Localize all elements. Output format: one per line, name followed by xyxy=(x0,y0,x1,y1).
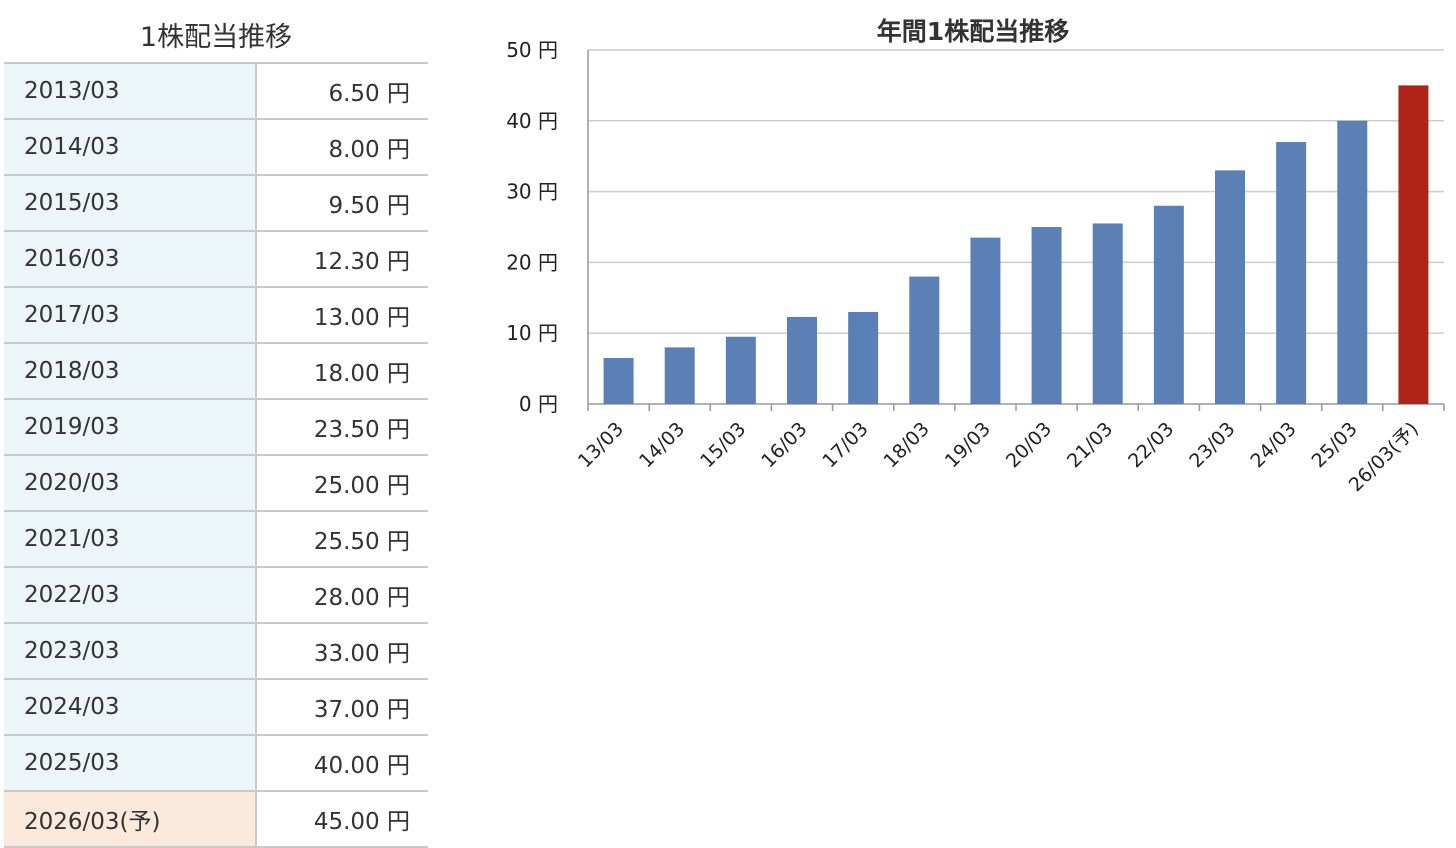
y-tick-label: 0 円 xyxy=(519,392,558,416)
table-row: 2016/03 12.30 円 xyxy=(4,231,428,288)
bar xyxy=(1031,227,1062,404)
table-row: 2022/03 28.00 円 xyxy=(4,567,428,624)
table-cell-dividend: 37.00 円 xyxy=(256,679,428,736)
dividend-bar-chart: 年間1株配当推移 0 円 10 円 20 円 30 円 40 円 50 円 13/03 14… xyxy=(506,17,1445,496)
dividend-table-panel: 1株配当推移 2013/03 6.50 円 2014/03 8.00 円 2015/03… xyxy=(4,10,428,848)
table-row: 2018/03 18.00 円 xyxy=(4,343,428,400)
y-tick-label: 20 円 xyxy=(506,250,558,274)
table-cell-dividend: 8.00 円 xyxy=(256,119,428,176)
table-row: 2017/03 13.00 円 xyxy=(4,287,428,344)
table-cell-year: 2019/03 xyxy=(4,399,257,456)
table-cell-year: 2024/03 xyxy=(4,679,257,736)
grid-lines xyxy=(588,49,1444,334)
table-cell-dividend: 40.00 円 xyxy=(256,735,428,792)
bar xyxy=(725,336,756,404)
bar xyxy=(970,237,1001,404)
table-cell-year: 2023/03 xyxy=(4,623,257,680)
table-row: 2023/03 33.00 円 xyxy=(4,623,428,680)
axes xyxy=(587,50,1445,411)
table-cell-dividend: 13.00 円 xyxy=(256,287,428,344)
bar xyxy=(848,311,879,404)
x-tick-labels: 13/03 14/03 15/03 16/03 17/03 18/03 19/03 20/03… xyxy=(574,418,1423,496)
table-title: 1株配当推移 xyxy=(139,22,293,53)
table-row: 2020/03 25.00 円 xyxy=(4,455,428,512)
table-cell-dividend: 6.50 円 xyxy=(256,63,428,120)
table-row: 2013/03 6.50 円 xyxy=(4,63,428,120)
bars xyxy=(603,85,1429,405)
table-cell-year: 2021/03 xyxy=(4,511,257,568)
table-cell-dividend: 33.00 円 xyxy=(256,623,428,680)
x-tick-label: 24/03 xyxy=(1246,418,1300,472)
table-cell-year: 2025/03 xyxy=(4,735,257,792)
table-row: 2014/03 8.00 円 xyxy=(4,119,428,176)
table-cell-dividend: 18.00 円 xyxy=(256,343,428,400)
chart-title: 年間1株配当推移 xyxy=(877,17,1069,46)
table-cell-year: 2020/03 xyxy=(4,455,257,512)
table-row: 2025/03 40.00 円 xyxy=(4,735,428,792)
x-tick-label: 16/03 xyxy=(757,418,811,472)
bar-forecast xyxy=(1398,85,1429,405)
table-row: 2019/03 23.50 円 xyxy=(4,399,428,456)
x-tick-label: 18/03 xyxy=(880,418,934,472)
y-tick-label: 40 円 xyxy=(506,109,558,133)
table-cell-dividend: 23.50 円 xyxy=(256,399,428,456)
table-cell-dividend: 9.50 円 xyxy=(256,175,428,232)
table-cell-dividend: 12.30 円 xyxy=(256,231,428,288)
x-tick-label: 20/03 xyxy=(1002,418,1056,472)
x-tick-label: 25/03 xyxy=(1308,418,1362,472)
bar xyxy=(1337,120,1368,405)
x-tick-label: 23/03 xyxy=(1185,418,1239,472)
table-cell-year: 2015/03 xyxy=(4,175,257,232)
table-cell-dividend: 45.00 円 xyxy=(256,791,428,848)
table-row: 2021/03 25.50 円 xyxy=(4,511,428,568)
y-tick-label: 10 円 xyxy=(506,321,558,345)
y-tick-label: 50 円 xyxy=(506,38,558,62)
table-cell-year: 2018/03 xyxy=(4,343,257,400)
table-cell-dividend: 25.00 円 xyxy=(256,455,428,512)
bar xyxy=(787,316,817,404)
table-cell-year: 2026/03(予) xyxy=(4,791,257,848)
bar xyxy=(603,357,634,404)
bar xyxy=(909,276,940,404)
bar xyxy=(664,347,695,404)
table-row: 2024/03 37.00 円 xyxy=(4,679,428,736)
table-cell-year: 2017/03 xyxy=(4,287,257,344)
y-tick-label: 30 円 xyxy=(506,180,558,204)
bar xyxy=(1153,205,1184,404)
y-tick-labels: 0 円 10 円 20 円 30 円 40 円 50 円 xyxy=(506,38,558,416)
x-tick-label: 15/03 xyxy=(696,418,750,472)
table-cell-year: 2022/03 xyxy=(4,567,257,624)
table-cell-dividend: 28.00 円 xyxy=(256,567,428,624)
table-cell-year: 2014/03 xyxy=(4,119,257,176)
table-cell-dividend: 25.50 円 xyxy=(256,511,428,568)
x-tick-label: 13/03 xyxy=(574,418,628,472)
table-cell-year: 2016/03 xyxy=(4,231,257,288)
x-tick-label: 19/03 xyxy=(941,418,995,472)
x-tick-label: 22/03 xyxy=(1124,418,1178,472)
x-tick-label: 14/03 xyxy=(635,418,689,472)
x-tick-label: 17/03 xyxy=(818,418,872,472)
table-row: 2026/03(予) 45.00 円 xyxy=(4,791,428,848)
dividend-chart-panel: 年間1株配当推移 0 円 10 円 20 円 30 円 40 円 50 円 13/03 14… xyxy=(470,0,1456,844)
x-tick-label: 21/03 xyxy=(1063,418,1117,472)
table-row: 2015/03 9.50 円 xyxy=(4,175,428,232)
bar xyxy=(1215,170,1245,404)
bar xyxy=(1276,142,1307,405)
table-cell-year: 2013/03 xyxy=(4,63,257,120)
bar xyxy=(1092,223,1123,404)
